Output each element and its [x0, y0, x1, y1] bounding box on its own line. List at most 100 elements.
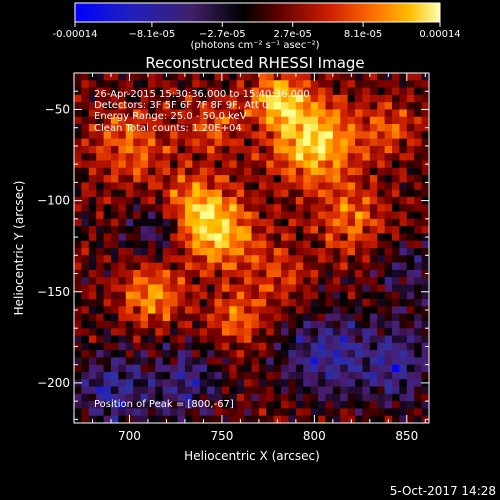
heatmap-cell [118, 379, 127, 387]
heatmap-cell [140, 196, 149, 205]
heatmap-cell [251, 371, 260, 380]
heatmap-cell [295, 80, 304, 88]
heatmap-cell [244, 218, 252, 227]
heatmap-cell [332, 328, 341, 336]
heatmap-cell [332, 233, 341, 242]
heatmap-cell [74, 393, 82, 402]
heatmap-cell [155, 116, 164, 125]
heatmap-cell [155, 226, 164, 234]
heatmap-cell [392, 291, 400, 300]
heatmap-cell [251, 313, 260, 322]
heatmap-cell [184, 167, 193, 176]
heatmap-cell [362, 357, 371, 366]
heatmap-cell [258, 116, 267, 125]
heatmap-cell [414, 255, 423, 263]
heatmap-cell [332, 415, 341, 424]
heatmap-cell [399, 299, 408, 307]
heatmap-cell [236, 320, 245, 329]
heatmap-cell [281, 160, 289, 169]
heatmap-cell [414, 87, 423, 96]
heatmap-cell [214, 371, 223, 380]
heatmap-cell [384, 167, 393, 176]
heatmap-cell [310, 379, 319, 387]
heatmap-cell [155, 277, 164, 285]
heatmap-cell [244, 124, 252, 132]
heatmap-cell [110, 320, 119, 329]
heatmap-cell [192, 371, 201, 380]
heatmap-cell [147, 218, 156, 227]
heatmap-cell [355, 269, 363, 278]
heatmap-cell [258, 138, 267, 147]
heatmap-cell [221, 350, 230, 358]
heatmap-cell [199, 189, 208, 198]
heatmap-cell [281, 313, 289, 322]
heatmap-cell [81, 306, 90, 315]
heatmap-cell [155, 102, 164, 110]
heatmap-cell [214, 145, 223, 154]
heatmap-cell [340, 299, 349, 307]
heatmap-cell [140, 357, 149, 366]
heatmap-cell [214, 131, 223, 140]
heatmap-cell [258, 87, 267, 96]
heatmap-cell [81, 182, 90, 191]
heatmap-cell [147, 342, 156, 351]
heatmap-cell [369, 299, 378, 307]
heatmap-cell [281, 153, 289, 161]
heatmap-cell [347, 408, 356, 417]
heatmap-cell [192, 364, 201, 373]
heatmap-cell [192, 328, 201, 336]
heatmap-cell [184, 255, 193, 263]
heatmap-cell [340, 306, 349, 315]
heatmap-cell [281, 357, 289, 366]
heatmap-cell [325, 116, 334, 125]
heatmap-cell [96, 109, 104, 118]
heatmap-cell [125, 364, 134, 373]
heatmap-cell [199, 291, 208, 300]
heatmap-cell [421, 240, 430, 249]
heatmap-cell [421, 350, 430, 358]
heatmap-cell [288, 320, 297, 329]
heatmap-cell [325, 189, 334, 198]
heatmap-cell [125, 189, 134, 198]
heatmap-cell [199, 94, 208, 103]
heatmap-cell [236, 131, 245, 140]
heatmap-cell [384, 116, 393, 125]
heatmap-cell [74, 328, 82, 336]
heatmap-cell [118, 233, 127, 242]
heatmap-cell [258, 357, 267, 366]
heatmap-cell [118, 335, 127, 344]
heatmap-cell [162, 379, 171, 387]
heatmap-cell [74, 145, 82, 154]
heatmap-cell [170, 320, 178, 329]
heatmap-cell [88, 248, 97, 256]
heatmap-cell [347, 371, 356, 380]
heatmap-cell [199, 160, 208, 169]
heatmap-cell [88, 299, 97, 307]
heatmap-cell [288, 94, 297, 103]
heatmap-cell [162, 175, 171, 183]
heatmap-cell [347, 80, 356, 88]
heatmap-cell [273, 94, 282, 103]
heatmap-cell [199, 306, 208, 315]
heatmap-cell [384, 313, 393, 322]
heatmap-cell [133, 299, 141, 307]
heatmap-cell [414, 226, 423, 234]
heatmap-cell [303, 116, 312, 125]
annotation-detectors: Detectors: 3F 5F 6F 7F 8F 9F, Att 0 [94, 100, 268, 111]
heatmap-cell [133, 87, 141, 96]
heatmap-cell [258, 401, 267, 409]
heatmap-cell [118, 94, 127, 103]
heatmap-cell [310, 109, 319, 118]
heatmap-cell [384, 269, 393, 278]
heatmap-cell [318, 102, 326, 110]
heatmap-cell [281, 80, 289, 88]
heatmap-cell [406, 364, 415, 373]
heatmap-cell [140, 291, 149, 300]
heatmap-cell [229, 102, 238, 110]
heatmap-cell [96, 284, 104, 293]
heatmap-cell [110, 87, 119, 96]
heatmap-cell [81, 313, 90, 322]
heatmap-cell [384, 80, 393, 88]
heatmap-cell [266, 408, 275, 417]
heatmap-cell [303, 189, 312, 198]
